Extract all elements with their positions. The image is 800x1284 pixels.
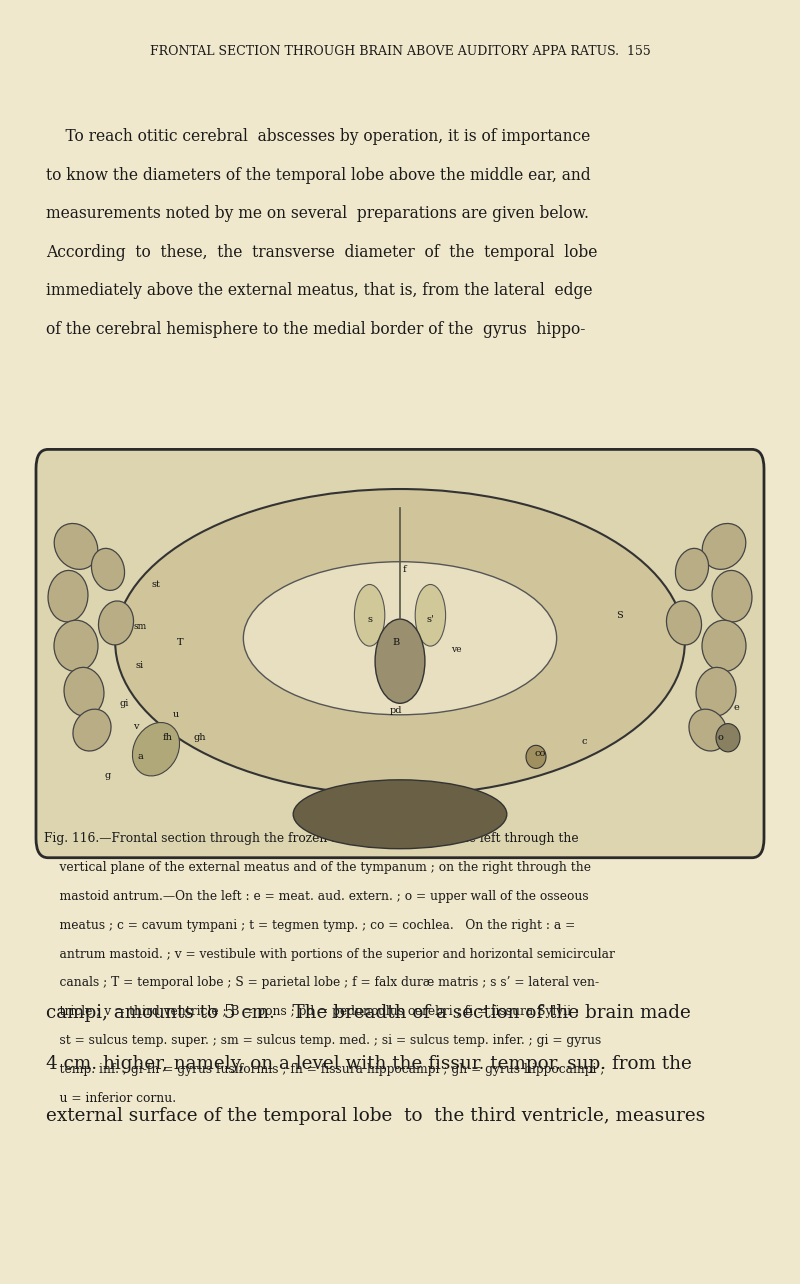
Ellipse shape [375, 619, 425, 704]
Text: external surface of the temporal lobe  to  the third ventricle, measures: external surface of the temporal lobe to… [46, 1107, 706, 1125]
Text: S: S [617, 611, 623, 620]
Ellipse shape [696, 668, 736, 716]
Text: u: u [173, 710, 179, 719]
Ellipse shape [98, 601, 134, 645]
Text: measurements noted by me on several  preparations are given below.: measurements noted by me on several prep… [46, 205, 590, 222]
Ellipse shape [54, 524, 98, 569]
Text: ve: ve [450, 646, 462, 655]
Ellipse shape [666, 601, 702, 645]
Text: u = inferior cornu.: u = inferior cornu. [44, 1091, 176, 1106]
Text: sm: sm [134, 623, 146, 632]
Ellipse shape [526, 745, 546, 768]
Text: immediately above the external meatus, that is, from the lateral  edge: immediately above the external meatus, t… [46, 282, 593, 299]
Text: vertical plane of the external meatus and of the tympanum ; on the right through: vertical plane of the external meatus an… [44, 862, 591, 874]
Text: s: s [367, 615, 372, 624]
Text: To reach otitic cerebral  abscesses by operation, it is of importance: To reach otitic cerebral abscesses by op… [46, 128, 590, 145]
Text: o: o [717, 733, 723, 742]
Ellipse shape [716, 724, 740, 752]
Text: f: f [402, 565, 406, 574]
Ellipse shape [294, 779, 507, 849]
Ellipse shape [702, 620, 746, 672]
Text: to know the diameters of the temporal lobe above the middle ear, and: to know the diameters of the temporal lo… [46, 167, 591, 184]
Ellipse shape [133, 723, 179, 776]
Ellipse shape [702, 524, 746, 569]
Ellipse shape [675, 548, 709, 591]
Text: st = sulcus temp. super. ; sm = sulcus temp. med. ; si = sulcus temp. infer. ; g: st = sulcus temp. super. ; sm = sulcus t… [44, 1035, 602, 1048]
Text: of the cerebral hemisphere to the medial border of the  gyrus  hippo-: of the cerebral hemisphere to the medial… [46, 321, 586, 338]
Ellipse shape [91, 548, 125, 591]
Ellipse shape [48, 570, 88, 621]
Ellipse shape [712, 570, 752, 621]
Text: v: v [134, 722, 138, 731]
Text: temp. inf. ; gi-fh = gyrus fusiformis ; fh = fissura hippocampi ; gh = gyrus hip: temp. inf. ; gi-fh = gyrus fusiformis ; … [44, 1063, 605, 1076]
FancyBboxPatch shape [36, 449, 764, 858]
Text: mastoid antrum.—On the left : e = meat. aud. extern. ; o = upper wall of the oss: mastoid antrum.—On the left : e = meat. … [44, 890, 589, 903]
Text: fh: fh [163, 733, 173, 742]
Ellipse shape [415, 584, 446, 646]
Ellipse shape [689, 709, 727, 751]
Ellipse shape [354, 584, 385, 646]
Ellipse shape [54, 620, 98, 672]
Text: FRONTAL SECTION THROUGH BRAIN ABOVE AUDITORY APPA RATUS.  155: FRONTAL SECTION THROUGH BRAIN ABOVE AUDI… [150, 45, 650, 58]
Text: Fig. 116.—Frontal section through the frozen skull and brain : on the left throu: Fig. 116.—Frontal section through the fr… [44, 832, 578, 845]
Text: gi: gi [119, 698, 129, 707]
Ellipse shape [73, 709, 111, 751]
Text: meatus ; c = cavum tympani ; t = tegmen tymp. ; co = cochlea.   On the right : a: meatus ; c = cavum tympani ; t = tegmen … [44, 919, 575, 932]
Text: c: c [582, 737, 586, 746]
Text: co: co [534, 749, 546, 758]
Text: a: a [137, 752, 143, 761]
Text: s': s' [426, 615, 434, 624]
Text: 4 cm. higher, namely, on a level with the fissur. tempor. sup. from the: 4 cm. higher, namely, on a level with th… [46, 1055, 692, 1073]
Text: st: st [151, 580, 161, 589]
Ellipse shape [243, 561, 557, 715]
Text: According  to  these,  the  transverse  diameter  of  the  temporal  lobe: According to these, the transverse diame… [46, 244, 598, 261]
Ellipse shape [64, 668, 104, 716]
Text: g: g [105, 772, 111, 781]
Text: pd: pd [390, 706, 402, 715]
Ellipse shape [115, 489, 685, 795]
Text: T: T [177, 638, 183, 647]
Text: antrum mastoid. ; v = vestibule with portions of the superior and horizontal sem: antrum mastoid. ; v = vestibule with por… [44, 948, 615, 960]
Text: gh: gh [194, 733, 206, 742]
Text: B: B [392, 638, 400, 647]
Text: campi, amounts to 5 cm.   The breadth of a section of the brain made: campi, amounts to 5 cm. The breadth of a… [46, 1004, 691, 1022]
Text: tricle ; v = third ventricle ; B = pons ; pd = pedunculus cerebri ; fi = fissura: tricle ; v = third ventricle ; B = pons … [44, 1005, 579, 1018]
Text: e: e [733, 702, 739, 711]
Text: canals ; T = temporal lobe ; S = parietal lobe ; f = falx duræ matris ; s s’ = l: canals ; T = temporal lobe ; S = parieta… [44, 977, 599, 990]
Text: si: si [136, 660, 144, 669]
